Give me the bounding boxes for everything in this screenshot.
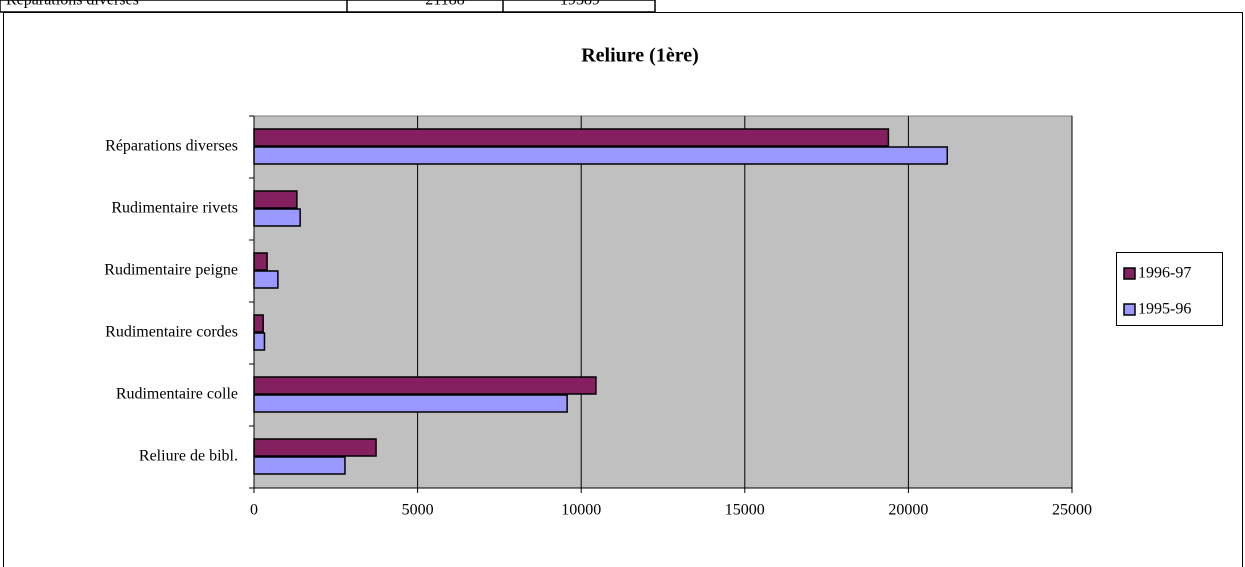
legend-swatch (1123, 303, 1136, 316)
y-tick-label: Rudimentaire cordes (105, 324, 238, 341)
legend-swatch (1123, 267, 1136, 280)
x-tick-label: 25000 (1052, 502, 1092, 519)
cell: 21188 (425, 0, 464, 9)
cell: Réparations diverses (6, 0, 139, 9)
cell: 19389 (560, 0, 600, 9)
chart-title: Reliure (1ère) (581, 45, 699, 67)
bar (253, 438, 377, 457)
bar (253, 128, 890, 147)
x-tick-label: 5000 (402, 502, 434, 519)
y-tick-label: Rudimentaire rivets (111, 200, 238, 217)
y-tick-label: Rudimentaire peigne (104, 262, 238, 279)
y-tick-label: Réparations diverses (105, 138, 238, 155)
y-tick-label: Rudimentaire colle (116, 386, 238, 403)
bar (253, 394, 568, 413)
x-tick-label: 0 (250, 502, 258, 519)
legend-label: 1996-97 (1138, 265, 1191, 282)
bar (253, 314, 264, 333)
bar (253, 376, 597, 395)
bar (253, 332, 266, 351)
x-tick-label: 15000 (725, 502, 765, 519)
x-tick-label: 10000 (561, 502, 601, 519)
bar (253, 456, 346, 475)
bar (253, 252, 268, 271)
plot-area (253, 115, 1073, 489)
bar (253, 146, 949, 165)
legend-label: 1995-96 (1138, 301, 1191, 318)
bar (253, 208, 301, 227)
x-tick-label: 20000 (888, 502, 928, 519)
bar (253, 190, 298, 209)
y-tick-label: Reliure de bibl. (139, 448, 238, 465)
bar (253, 270, 279, 289)
